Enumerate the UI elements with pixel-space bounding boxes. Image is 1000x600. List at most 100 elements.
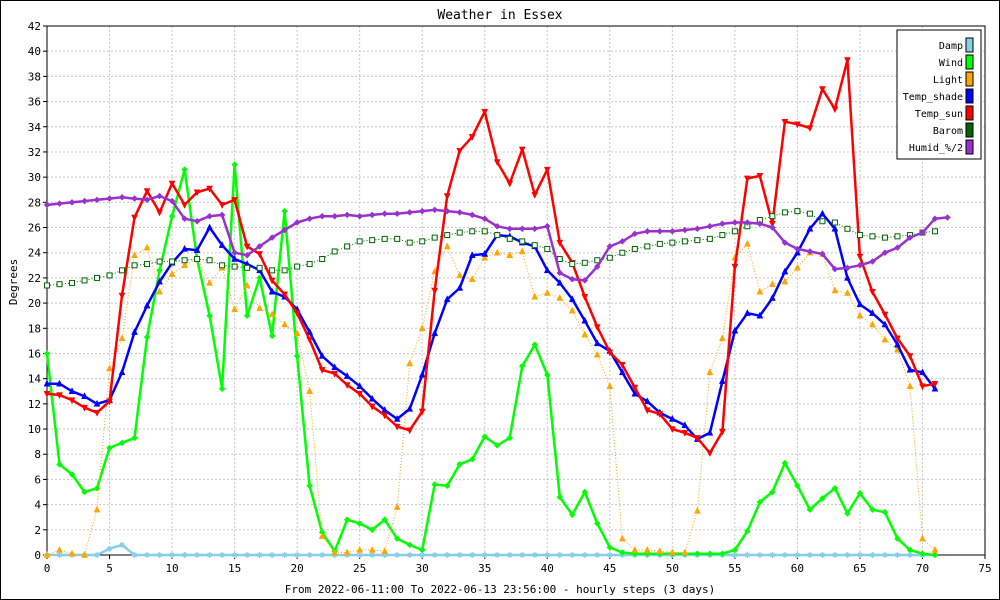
data-point-light xyxy=(81,550,88,558)
y-tick-label: 28 xyxy=(28,196,41,209)
data-point-barom xyxy=(706,235,713,242)
data-point-temp-shade xyxy=(393,414,401,422)
data-point-light xyxy=(631,545,639,553)
data-point-light xyxy=(393,503,401,510)
data-point-humid-2 xyxy=(118,193,126,201)
data-point-light xyxy=(706,368,714,376)
data-point-barom xyxy=(494,232,501,239)
data-point-damp xyxy=(431,552,438,558)
data-point-damp xyxy=(894,552,901,558)
data-point-barom xyxy=(81,277,88,284)
data-point-light xyxy=(343,548,351,556)
data-point-temp-sun xyxy=(693,435,701,442)
data-point-light xyxy=(606,382,614,389)
data-point-damp xyxy=(269,552,276,558)
data-point-temp-shade xyxy=(131,328,138,335)
data-point-damp xyxy=(544,552,551,558)
data-point-temp-shade xyxy=(306,328,314,335)
y-tick-label: 8 xyxy=(34,448,41,461)
data-point-temp-sun xyxy=(93,409,101,417)
data-point-barom xyxy=(181,257,188,264)
data-point-damp xyxy=(481,552,488,558)
data-point-light xyxy=(106,364,113,372)
data-point-damp xyxy=(56,552,63,558)
data-point-barom xyxy=(644,243,651,250)
legend-swatch xyxy=(965,88,974,104)
data-point-temp-shade xyxy=(218,241,226,248)
data-point-temp-sun xyxy=(168,180,176,188)
data-point-temp-shade xyxy=(81,392,88,400)
data-point-wind xyxy=(406,541,414,549)
data-point-temp-shade xyxy=(93,399,101,407)
data-point-barom xyxy=(444,232,451,239)
data-point-temp-shade xyxy=(68,387,76,395)
data-point-humid-2 xyxy=(281,226,288,234)
data-point-wind xyxy=(881,508,889,516)
legend-label: Wind xyxy=(939,58,963,69)
data-point-light xyxy=(231,305,239,313)
data-point-wind xyxy=(268,332,276,340)
data-point-temp-sun xyxy=(581,294,589,301)
data-point-light xyxy=(306,387,314,395)
data-point-humid-2 xyxy=(581,277,589,284)
data-point-light xyxy=(268,310,276,318)
data-point-damp xyxy=(406,552,413,558)
data-point-wind xyxy=(844,510,851,517)
data-point-barom xyxy=(94,274,101,281)
data-point-temp-shade xyxy=(268,287,276,295)
data-point-wind xyxy=(481,433,489,440)
data-point-barom xyxy=(281,267,288,274)
data-point-temp-sun xyxy=(856,253,864,261)
y-tick-label: 26 xyxy=(28,222,41,235)
data-point-temp-sun xyxy=(356,391,364,398)
data-point-temp-sun xyxy=(781,118,789,126)
data-point-wind xyxy=(381,516,389,524)
data-point-wind xyxy=(869,506,876,514)
data-point-temp-sun xyxy=(256,251,264,259)
data-point-damp xyxy=(594,552,601,558)
legend: Damp Wind Light Temp_shade Temp_sun Barom Humi… xyxy=(896,29,982,160)
data-point-humid-2 xyxy=(493,222,501,230)
x-tick-label: 15 xyxy=(228,562,241,575)
data-point-wind xyxy=(106,444,113,452)
data-point-damp xyxy=(731,552,738,558)
data-point-damp xyxy=(456,552,463,558)
data-point-wind xyxy=(393,535,401,542)
data-point-temp-shade xyxy=(856,300,864,308)
y-tick-label: 34 xyxy=(28,121,42,134)
data-point-light xyxy=(256,304,264,311)
data-point-temp-sun xyxy=(643,407,651,415)
data-point-barom xyxy=(419,238,426,245)
data-point-humid-2 xyxy=(206,212,213,220)
data-point-damp xyxy=(381,552,388,558)
data-point-damp xyxy=(744,552,751,558)
data-point-barom xyxy=(119,267,126,274)
data-point-humid-2 xyxy=(356,212,364,220)
data-point-barom xyxy=(344,243,351,250)
data-point-light xyxy=(481,253,489,261)
data-point-damp xyxy=(94,552,101,558)
data-point-damp xyxy=(869,552,876,558)
series-line-wind xyxy=(45,163,936,557)
data-point-temp-sun xyxy=(81,404,88,412)
data-point-temp-sun xyxy=(869,289,876,296)
data-point-temp-sun xyxy=(231,197,239,204)
data-point-barom xyxy=(319,256,326,263)
data-point-humid-2 xyxy=(731,219,739,226)
data-point-humid-2 xyxy=(343,211,351,219)
data-point-barom xyxy=(819,218,826,225)
data-point-temp-shade xyxy=(831,224,839,232)
y-tick-label: 36 xyxy=(28,96,41,109)
data-point-damp xyxy=(294,552,301,558)
data-point-humid-2 xyxy=(919,229,926,236)
data-point-humid-2 xyxy=(543,222,551,230)
data-point-humid-2 xyxy=(506,225,514,233)
series-humid-2 xyxy=(43,192,951,284)
data-point-barom xyxy=(106,272,113,279)
data-point-light xyxy=(618,534,626,542)
data-point-light xyxy=(156,287,163,295)
data-point-humid-2 xyxy=(831,265,839,273)
x-tick-label: 30 xyxy=(416,562,429,575)
